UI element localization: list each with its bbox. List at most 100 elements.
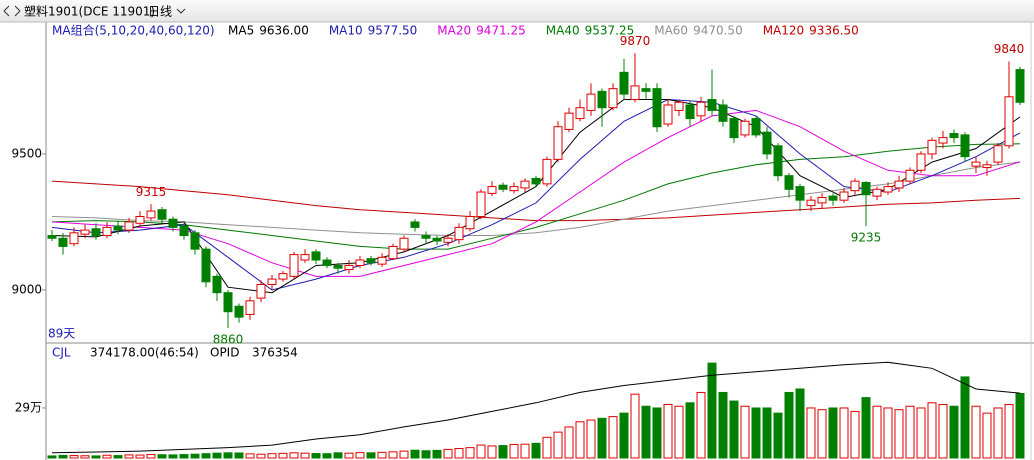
volume-bar (586, 419, 596, 459)
volume-bar (179, 454, 189, 459)
candle-body (300, 254, 310, 261)
volume-bar (839, 407, 849, 459)
volume-bar (630, 393, 640, 459)
volume-bar (377, 451, 387, 459)
volume-bar (278, 452, 288, 459)
volume-bar (707, 362, 717, 459)
volume-bar (58, 454, 68, 459)
volume-bar (333, 452, 343, 459)
volume-bar (652, 407, 662, 459)
candle-body (905, 169, 915, 182)
candle-body (47, 235, 57, 239)
volume-bar (399, 450, 409, 459)
candle-body (817, 196, 827, 204)
volume-bar (113, 455, 123, 459)
candle-body (894, 180, 904, 189)
legend-name: MA40 (546, 24, 580, 38)
candle-body (498, 184, 508, 190)
volume-bar (47, 455, 57, 459)
candle-body (454, 226, 464, 241)
candle-body (674, 101, 684, 111)
volume-bar (531, 442, 541, 459)
nav-icon[interactable] (3, 5, 21, 17)
candle-body (641, 88, 651, 92)
legend-value: 9577.50 (368, 24, 418, 38)
candle-body (740, 120, 750, 136)
candle-body (102, 226, 112, 237)
candle-body (707, 99, 717, 111)
candle-body (91, 228, 101, 237)
candle-body (333, 264, 343, 269)
candle-body (773, 145, 783, 177)
legend-value: 9537.25 (585, 24, 635, 38)
candle-body (168, 218, 178, 228)
volume-bar (773, 412, 783, 459)
period[interactable]: 日线 (148, 5, 172, 19)
candle-body (927, 139, 937, 155)
candle-body (366, 258, 376, 264)
candle-body (839, 191, 849, 201)
volume-bar (234, 452, 244, 459)
dropdown-icon[interactable] (176, 8, 186, 14)
volume-bar (465, 447, 475, 459)
volume-bar (905, 405, 915, 459)
volume-bar (872, 405, 882, 459)
volume-bar (861, 397, 871, 459)
candle-body (245, 300, 255, 315)
volume-bar (663, 404, 673, 459)
volume-bar (828, 407, 838, 459)
candle-body (157, 209, 167, 220)
volume-bar (69, 455, 79, 459)
candle-body (344, 264, 354, 271)
candle-body (608, 88, 618, 109)
volume-bar (1004, 404, 1014, 459)
candle-body (696, 101, 706, 117)
volume-bar (509, 444, 519, 459)
candle-body (729, 118, 739, 139)
volume-bar (916, 407, 926, 459)
volume-bar (311, 453, 321, 459)
volume-bar (641, 405, 651, 459)
volume-bar (476, 444, 486, 459)
volume-bar (762, 407, 772, 459)
volume-bar (223, 452, 233, 459)
volume-bar (850, 410, 860, 459)
volume-bar (564, 426, 574, 459)
ma-title[interactable]: MA组合(5,10,20,40,60,120) (52, 23, 215, 38)
volume-bar (443, 448, 453, 459)
volume-bar (729, 400, 739, 459)
candle-body (685, 104, 695, 120)
extreme-label: 9235 (851, 231, 882, 245)
volume-bar (498, 445, 508, 459)
candle-body (520, 180, 530, 189)
volume-bar (795, 388, 805, 459)
volume-bar (894, 409, 904, 459)
legend-value: 9471.25 (476, 24, 526, 38)
candle-body (630, 85, 640, 101)
candle-body (278, 273, 288, 280)
volume-bar (135, 454, 145, 459)
opid-line (51, 361, 1021, 454)
volume-bar (982, 412, 992, 459)
legend-name: MA10 (329, 24, 363, 38)
volume-bar (421, 450, 431, 459)
candle-body (1004, 96, 1014, 147)
volume-bar (256, 453, 266, 459)
extreme-label: 9840 (994, 42, 1025, 56)
volume-bar (619, 412, 629, 459)
y-tick-label: 29万 (15, 400, 42, 414)
volume-bar (575, 421, 585, 459)
volume-bar (927, 402, 937, 459)
volume-bar (322, 453, 332, 459)
candle-body (399, 237, 409, 250)
candle-body (410, 221, 420, 228)
ma-line (51, 161, 1021, 236)
candle-body (850, 180, 860, 192)
ma-line (51, 143, 1021, 250)
symbol: 塑料1901(DCE 11901) (24, 4, 155, 19)
candle-body (597, 90, 607, 109)
candle-body (652, 88, 662, 128)
volume-bar (80, 455, 90, 459)
y-tick-label: 9000 (11, 282, 42, 296)
candle-body (443, 237, 453, 243)
